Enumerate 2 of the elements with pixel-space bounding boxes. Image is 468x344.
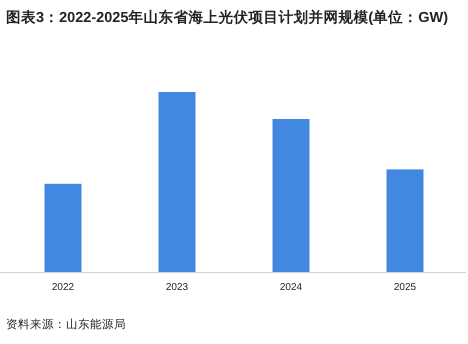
annotation: 资料来源：山东能源局 xyxy=(6,319,126,331)
title: 图表3：2022-2025年山东省海上光伏项目计划并网规模(单位：GW) xyxy=(6,10,448,26)
